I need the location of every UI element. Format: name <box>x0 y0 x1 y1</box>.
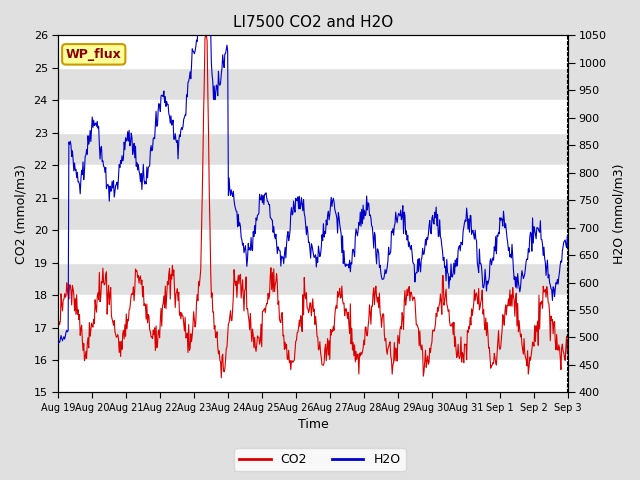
X-axis label: Time: Time <box>298 419 328 432</box>
Bar <box>58 133 568 165</box>
Bar <box>58 263 568 295</box>
Bar <box>58 360 568 393</box>
Y-axis label: H2O (mmol/m3): H2O (mmol/m3) <box>612 164 625 264</box>
Bar <box>58 327 568 360</box>
Bar <box>58 295 568 327</box>
Bar <box>58 165 568 198</box>
Bar <box>58 36 568 68</box>
Bar <box>58 68 568 100</box>
Legend: CO2, H2O: CO2, H2O <box>234 448 406 471</box>
Title: LI7500 CO2 and H2O: LI7500 CO2 and H2O <box>233 15 393 30</box>
Bar <box>58 230 568 263</box>
Text: WP_flux: WP_flux <box>66 48 122 61</box>
Bar <box>58 198 568 230</box>
Bar <box>58 100 568 133</box>
Y-axis label: CO2 (mmol/m3): CO2 (mmol/m3) <box>15 164 28 264</box>
